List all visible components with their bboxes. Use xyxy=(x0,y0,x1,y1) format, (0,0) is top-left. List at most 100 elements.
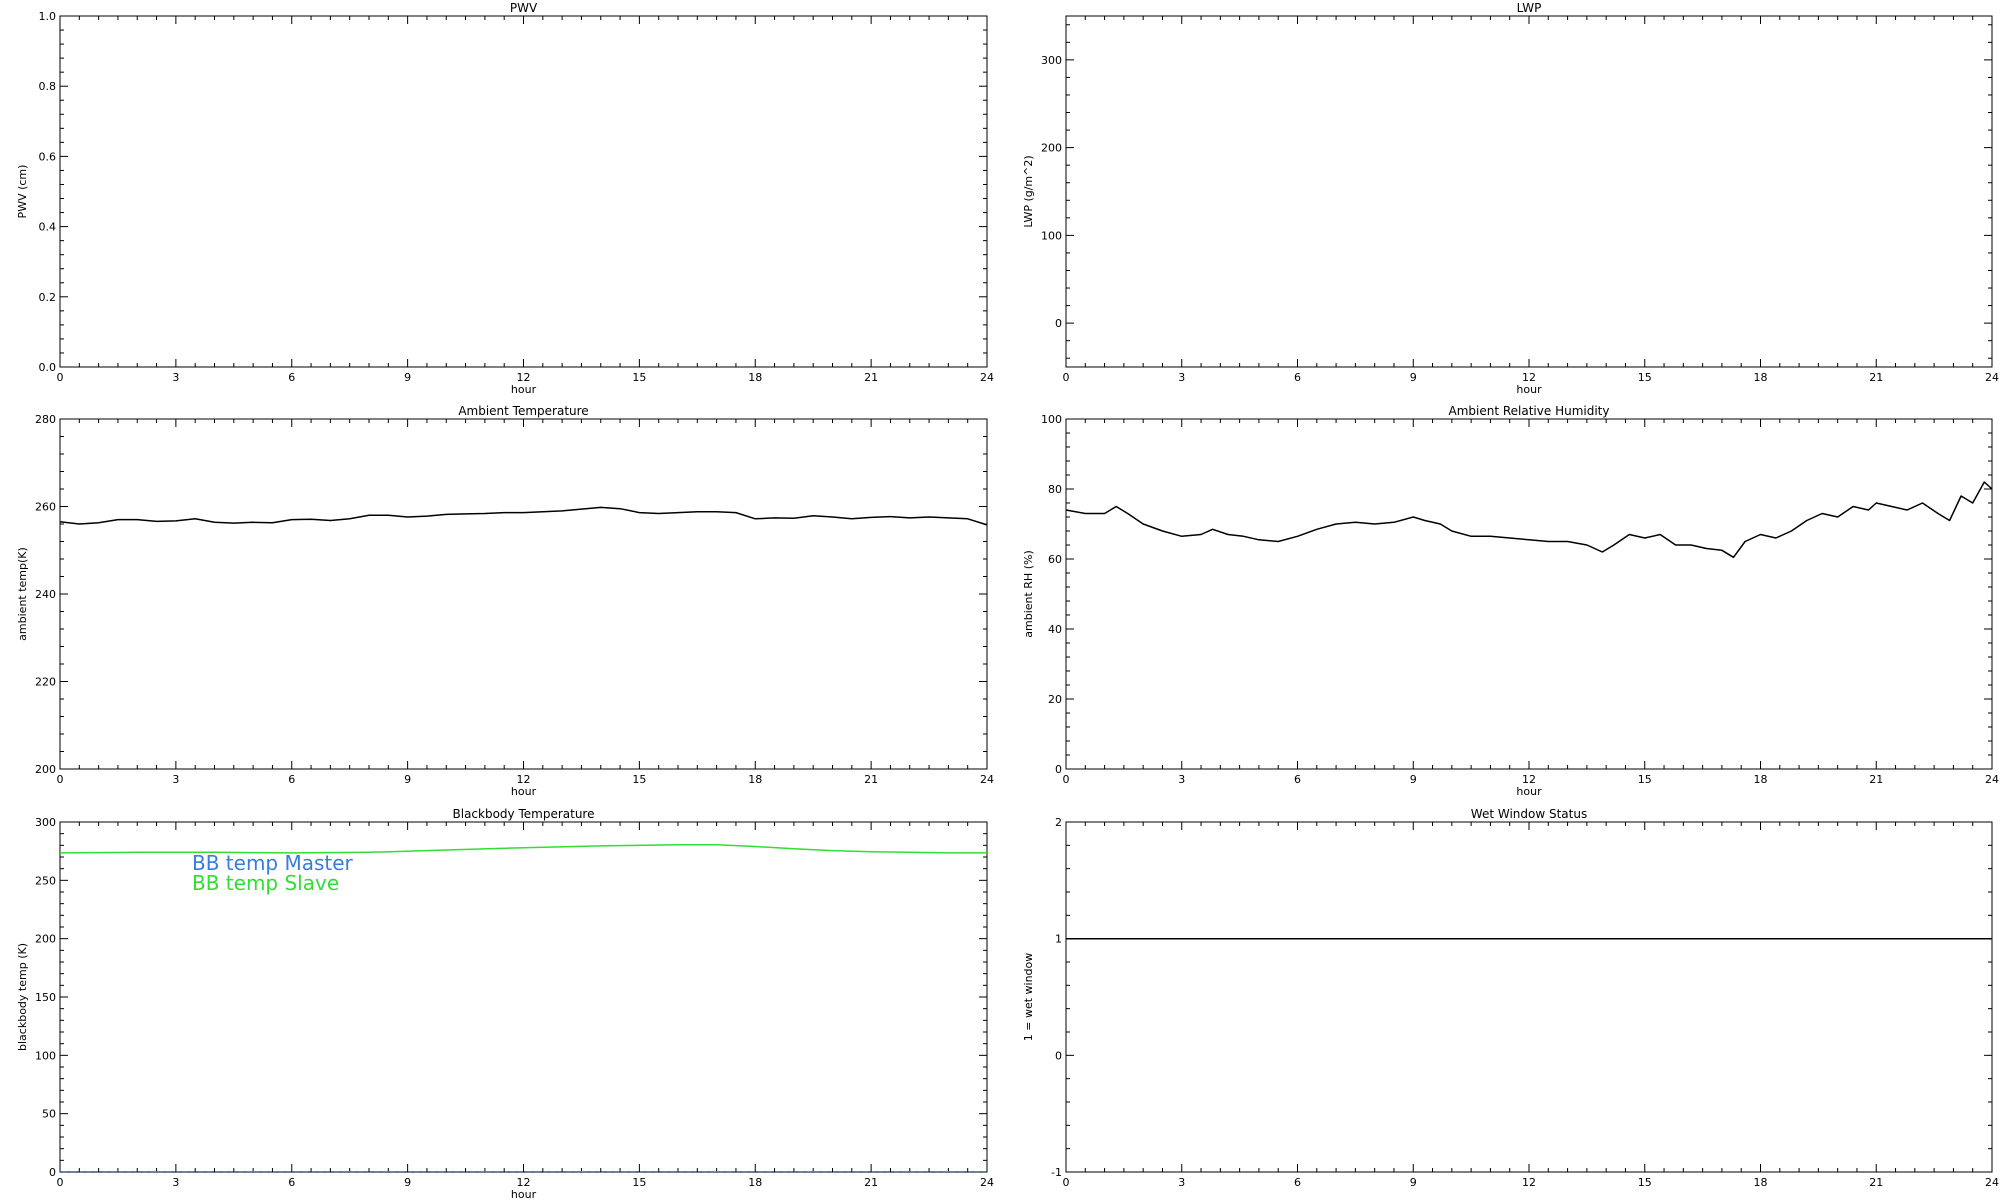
y-tick-label: 1.0 xyxy=(39,10,57,23)
x-tick-label: 9 xyxy=(404,773,411,786)
x-tick-label: 9 xyxy=(1410,773,1417,786)
chart-panel: LWP 0 3 6 9 12 15 18 21 24 hour 0 100 200 300 LWP (g/m^… xyxy=(1022,1,1999,396)
y-tick-label: 200 xyxy=(35,763,56,776)
y-tick-label: 240 xyxy=(35,588,56,601)
chart-title: Wet Window Status xyxy=(1471,807,1587,821)
legend-entry: BB temp Slave xyxy=(192,871,339,895)
plot-frame xyxy=(59,418,988,770)
y-tick-label: 60 xyxy=(1048,553,1062,566)
x-tick-label: 3 xyxy=(172,1176,179,1189)
y-tick-label: 2 xyxy=(1055,816,1062,829)
x-tick-label: 15 xyxy=(632,371,646,384)
x-tick-label: 3 xyxy=(1178,773,1185,786)
y-axis-label: ambient RH (%) xyxy=(1022,550,1035,638)
x-tick-label: 0 xyxy=(1063,773,1070,786)
x-tick-label: 18 xyxy=(748,773,762,786)
y-axis-label: PWV (cm) xyxy=(16,165,29,219)
x-tick-label: 15 xyxy=(632,773,646,786)
y-tick-label: 80 xyxy=(1048,483,1062,496)
x-tick-label: 0 xyxy=(57,773,64,786)
x-tick-label: 9 xyxy=(404,1176,411,1189)
y-tick-label: 0.0 xyxy=(39,361,57,374)
series-line xyxy=(1065,481,1993,559)
x-tick-label: 12 xyxy=(517,371,531,384)
x-axis-label: hour xyxy=(511,785,537,798)
x-tick-label: 3 xyxy=(1178,371,1185,384)
x-tick-label: 0 xyxy=(57,371,64,384)
y-tick-label: 0 xyxy=(1055,763,1062,776)
x-tick-label: 18 xyxy=(1754,1176,1768,1189)
chart-title: LWP xyxy=(1517,1,1542,15)
y-axis-label: LWP (g/m^2) xyxy=(1022,155,1035,227)
x-tick-label: 24 xyxy=(1985,773,1999,786)
x-tick-label: 6 xyxy=(1294,1176,1301,1189)
x-tick-label: 6 xyxy=(1294,773,1301,786)
y-axis-label: ambient temp(K) xyxy=(16,547,29,641)
plot-frame xyxy=(1065,418,1993,770)
x-tick-label: 21 xyxy=(1869,371,1883,384)
chart-title: Ambient Temperature xyxy=(458,404,588,418)
y-tick-label: -1 xyxy=(1051,1166,1062,1179)
y-tick-label: 280 xyxy=(35,413,56,426)
plot-frame xyxy=(59,15,988,368)
x-tick-label: 12 xyxy=(1522,1176,1536,1189)
y-tick-label: 1 xyxy=(1055,933,1062,946)
plot-frame xyxy=(1065,15,1993,368)
chart-panel: PWV 0 3 6 9 12 15 18 21 24 hour 0.0 0.2 0.4 0.6 0.8 1.0 P… xyxy=(16,1,994,396)
x-tick-label: 18 xyxy=(748,1176,762,1189)
x-tick-label: 12 xyxy=(1522,773,1536,786)
y-tick-label: 0.2 xyxy=(39,291,57,304)
x-axis-label: hour xyxy=(511,383,537,396)
x-tick-label: 18 xyxy=(1754,371,1768,384)
x-tick-label: 12 xyxy=(517,773,531,786)
chart-title: Ambient Relative Humidity xyxy=(1449,404,1610,418)
x-tick-label: 0 xyxy=(57,1176,64,1189)
y-tick-label: 0.6 xyxy=(39,150,57,163)
y-tick-label: 40 xyxy=(1048,623,1062,636)
x-tick-label: 18 xyxy=(748,371,762,384)
legend-entry: BB temp Master xyxy=(192,851,354,875)
y-tick-label: 100 xyxy=(35,1049,56,1062)
y-tick-label: 100 xyxy=(1041,229,1062,242)
x-tick-label: 6 xyxy=(288,773,295,786)
chart-panel: Blackbody Temperature 0 3 6 9 12 15 18 21 24 hour 0… xyxy=(16,807,994,1200)
x-tick-label: 21 xyxy=(1869,773,1883,786)
y-tick-label: 220 xyxy=(35,676,56,689)
x-tick-label: 6 xyxy=(1294,371,1301,384)
x-tick-label: 24 xyxy=(1985,371,1999,384)
plot-frame xyxy=(1065,821,1993,1173)
x-tick-label: 21 xyxy=(1869,1176,1883,1189)
x-tick-label: 15 xyxy=(1638,371,1652,384)
chart-panel: Ambient Relative Humidity 0 3 6 9 12 15 18 21 24 h… xyxy=(1022,404,1999,798)
x-tick-label: 9 xyxy=(1410,371,1417,384)
x-tick-label: 24 xyxy=(980,773,994,786)
y-tick-label: 300 xyxy=(35,816,56,829)
x-tick-label: 3 xyxy=(172,773,179,786)
x-tick-label: 15 xyxy=(1638,1176,1652,1189)
y-axis-label: blackbody temp (K) xyxy=(16,943,29,1051)
y-tick-label: 0 xyxy=(1055,317,1062,330)
x-tick-label: 12 xyxy=(517,1176,531,1189)
y-axis-label: 1 = wet window xyxy=(1022,953,1035,1042)
y-tick-label: 300 xyxy=(1041,54,1062,67)
x-tick-label: 6 xyxy=(288,1176,295,1189)
x-tick-label: 21 xyxy=(864,1176,878,1189)
x-tick-label: 0 xyxy=(1063,1176,1070,1189)
x-tick-label: 21 xyxy=(864,773,878,786)
x-tick-label: 21 xyxy=(864,371,878,384)
y-tick-label: 250 xyxy=(35,874,56,887)
x-tick-label: 15 xyxy=(1638,773,1652,786)
x-tick-label: 24 xyxy=(1985,1176,1999,1189)
x-tick-label: 3 xyxy=(172,371,179,384)
chart-panel: Ambient Temperature 0 3 6 9 12 15 18 21 24 hour 200… xyxy=(16,404,994,798)
x-tick-label: 0 xyxy=(1063,371,1070,384)
x-tick-label: 9 xyxy=(1410,1176,1417,1189)
y-tick-label: 0 xyxy=(49,1166,56,1179)
y-tick-label: 100 xyxy=(1041,413,1062,426)
y-tick-label: 0 xyxy=(1055,1049,1062,1062)
chart-title: PWV xyxy=(510,1,538,15)
y-tick-label: 0.8 xyxy=(39,80,57,93)
x-axis-label: hour xyxy=(511,1188,537,1200)
